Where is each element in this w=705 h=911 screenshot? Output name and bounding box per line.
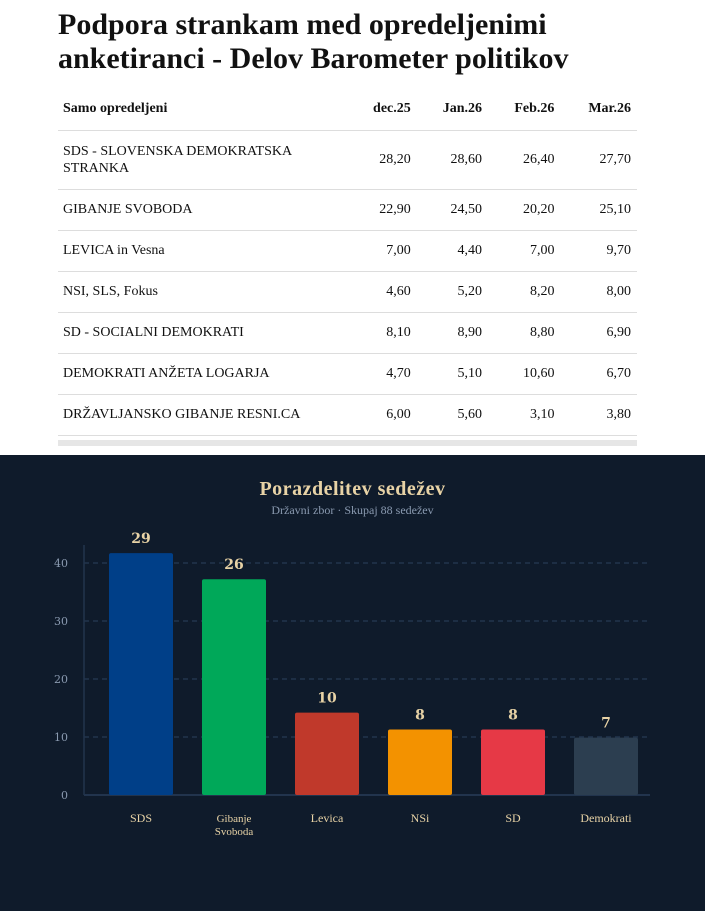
cell-value: 8,20: [488, 270, 561, 312]
data-label: 8: [508, 707, 518, 723]
cell-value: 20,20: [488, 188, 561, 230]
table-row: NSI, SLS, Fokus 4,60 5,20 8,20 8,00: [58, 270, 637, 312]
cell-value: 7,00: [488, 229, 561, 271]
cell-value: 4,40: [416, 229, 488, 271]
poll-table: Samo opredeljeni dec.25 Jan.26 Feb.26 Mar.26…: [58, 88, 637, 436]
data-label: 26: [224, 557, 243, 573]
party-name: DEMOKRATI ANŽETA LOGARJA: [58, 352, 348, 394]
x-tick-label: SDS: [130, 811, 152, 825]
party-name: SD - SOCIALNI DEMOKRATI: [58, 311, 348, 353]
cell-value: 9,70: [560, 229, 637, 271]
chart-title: Porazdelitev sedežev: [259, 478, 446, 500]
cell-value: 8,00: [560, 270, 637, 312]
party-name: DRŽAVLJANSKO GIBANJE RESNI.CA: [58, 393, 348, 436]
chart-subtitle: Državni zbor · Skupaj 88 sedežev: [271, 503, 434, 517]
cell-value: 22,90: [348, 188, 417, 230]
party-name: NSI, SLS, Fokus: [58, 270, 348, 312]
cell-value: 26,40: [488, 129, 561, 189]
x-tick-label: NSi: [411, 811, 430, 825]
y-tick-label: 20: [54, 673, 68, 686]
bar-sds: [109, 553, 173, 795]
x-tick-label: Svoboda: [215, 826, 254, 838]
data-label: 7: [601, 716, 611, 732]
column-header: Feb.26: [514, 100, 555, 116]
cell-value: 8,90: [416, 311, 488, 353]
x-tick-label: Gibanje: [217, 813, 252, 825]
table-row: GIBANJE SVOBODA 22,90 24,50 20,20 25,10: [58, 188, 637, 230]
cell-value: 4,70: [348, 352, 417, 394]
row-header-label: Samo opredeljeni: [63, 100, 168, 116]
data-label: 8: [415, 707, 425, 723]
cell-value: 6,00: [348, 393, 417, 436]
cell-value: 3,80: [560, 393, 637, 436]
column-header: Mar.26: [588, 100, 631, 116]
x-tick-label: SD: [505, 811, 521, 825]
party-name: LEVICA in Vesna: [58, 229, 348, 271]
party-name: GIBANJE SVOBODA: [58, 188, 348, 230]
table-row: LEVICA in Vesna 7,00 4,40 7,00 9,70: [58, 229, 637, 271]
bar-sd: [481, 729, 545, 795]
cell-value: 8,10: [348, 311, 417, 353]
bar-nsi: [388, 729, 452, 795]
table-row: DEMOKRATI ANŽETA LOGARJA 4,70 5,10 10,60 6,7…: [58, 352, 637, 394]
table-row: SDS - SLOVENSKA DEMOKRATSKA STRANKA 28,20…: [58, 129, 637, 189]
cell-value: 5,60: [416, 393, 488, 436]
y-tick-label: 10: [54, 731, 68, 744]
column-header: Jan.26: [442, 100, 482, 116]
cell-value: 7,00: [348, 229, 417, 271]
data-label: 10: [317, 691, 337, 707]
cell-value: 28,60: [416, 129, 488, 189]
cell-value: 4,60: [348, 270, 417, 312]
party-name: SDS - SLOVENSKA DEMOKRATSKA STRANKA: [58, 129, 348, 189]
cell-value: 24,50: [416, 188, 488, 230]
cell-value: 5,10: [416, 352, 488, 394]
page-title: Podpora strankam med opredeljenimi anket…: [58, 8, 569, 75]
bar-gibanje-svoboda: [202, 579, 266, 795]
table-scrollbar[interactable]: [58, 440, 637, 446]
cell-value: 3,10: [488, 393, 561, 436]
cell-value: 10,60: [488, 352, 561, 394]
data-label: 29: [131, 531, 150, 547]
cell-value: 6,70: [560, 352, 637, 394]
cell-value: 25,10: [560, 188, 637, 230]
cell-value: 8,80: [488, 311, 561, 353]
cell-value: 5,20: [416, 270, 488, 312]
cell-value: 28,20: [348, 129, 417, 189]
poll-table-section: Podpora strankam med opredeljenimi anket…: [0, 0, 705, 455]
bar-demokrati: [574, 737, 638, 795]
y-tick-label: 0: [61, 789, 68, 802]
x-tick-label: Levica: [311, 811, 344, 825]
x-tick-label: Demokrati: [580, 811, 632, 825]
cell-value: 27,70: [560, 129, 637, 189]
table-row: DRŽAVLJANSKO GIBANJE RESNI.CA 6,00 5,60 3,1…: [58, 393, 637, 436]
y-tick-label: 30: [54, 615, 68, 628]
column-header: dec.25: [373, 100, 411, 116]
cell-value: 6,90: [560, 311, 637, 353]
table-row: SD - SOCIALNI DEMOKRATI 8,10 8,90 8,80 6,90: [58, 311, 637, 353]
table-header-row: Samo opredeljeni dec.25 Jan.26 Feb.26 Mar.26: [58, 88, 637, 130]
bar-levica: [295, 712, 359, 795]
y-tick-label: 40: [54, 557, 68, 570]
